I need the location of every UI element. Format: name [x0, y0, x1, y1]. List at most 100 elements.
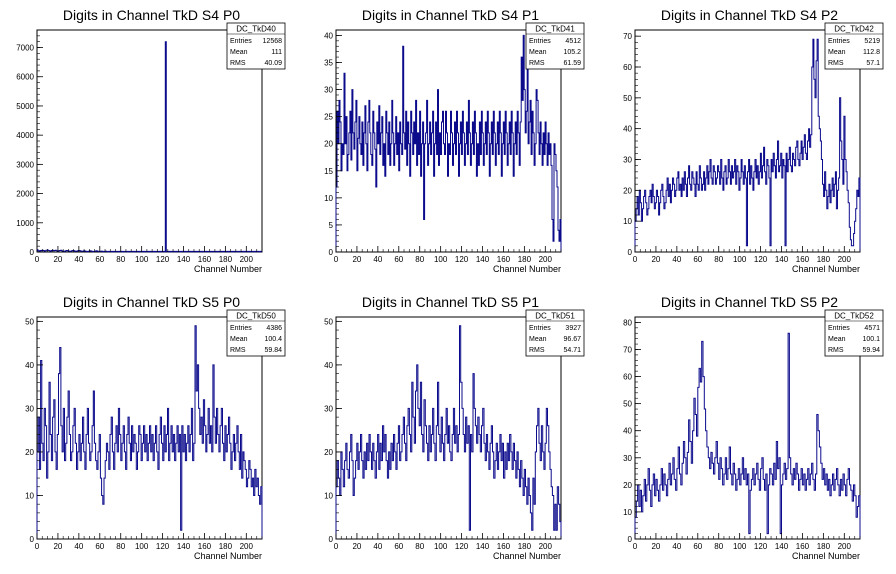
y-tick-label: 40	[25, 361, 34, 370]
histogram-pad-5: Digits in Channel TkD S5 P1 0 20 40 60 80 100 1…	[299, 287, 597, 574]
histogram-title: Digits in Channel TkD S4 P1	[362, 7, 539, 23]
x-tick-label: 160	[497, 542, 511, 551]
y-tick-label: 60	[623, 373, 632, 382]
histogram-title: Digits in Channel TkD S5 P0	[63, 294, 240, 310]
stats-label-rms: RMS	[529, 347, 545, 354]
x-tick-label: 140	[177, 255, 191, 264]
y-tick-label: 40	[324, 31, 333, 40]
histogram-svg: Digits in Channel TkD S5 P2 0 20 40 60 80 100 1…	[623, 294, 884, 561]
stats-label-rms: RMS	[828, 60, 844, 67]
y-tick-label: 20	[324, 140, 333, 149]
x-tick-label: 0	[334, 255, 339, 264]
stats-value-rms: 57.1	[866, 60, 880, 67]
y-tick-label: 20	[623, 481, 632, 490]
x-tick-label: 160	[198, 542, 212, 551]
x-tick-label: 40	[672, 255, 681, 264]
histogram-pad-3: Digits in Channel TkD S4 P2 0 20 40 60 80 100 1…	[598, 0, 896, 287]
y-tick-label: 80	[623, 318, 632, 327]
plot-frame	[36, 316, 263, 540]
x-tick-label: 200	[240, 255, 254, 264]
histogram-svg: Digits in Channel TkD S5 P10 20 40 60 80 100 1…	[324, 294, 585, 561]
y-tick-label: 50	[324, 317, 333, 326]
plot-frame	[634, 316, 861, 540]
y-tick-label: 40	[324, 361, 333, 370]
histogram-pad-1: Digits in Channel TkD S4 P0 0 20 40 60 80 100 1…	[0, 0, 298, 287]
stats-label-entries: Entries	[230, 38, 252, 45]
x-tick-label: 120	[156, 542, 170, 551]
y-tick-label: 35	[324, 58, 333, 67]
x-tick-label: 80	[415, 542, 424, 551]
y-tick-label: 5	[329, 221, 334, 230]
y-tick-label: 0	[329, 535, 334, 544]
stats-label-entries: Entries	[828, 38, 850, 45]
x-tick-label: 60	[394, 255, 403, 264]
y-tick-label: 3000	[16, 160, 34, 169]
histogram-title: Digits in Channel TkD S5 P2	[661, 294, 838, 310]
x-axis-label: Channel Number	[194, 264, 262, 274]
x-tick-label: 140	[775, 542, 789, 551]
x-tick-label: 120	[455, 542, 469, 551]
y-tick-label: 0	[628, 535, 633, 544]
histogram-line	[335, 325, 562, 539]
x-tick-label: 40	[74, 255, 83, 264]
stats-value-entries: 12568	[263, 38, 283, 45]
x-tick-label: 200	[240, 542, 254, 551]
x-tick-label: 160	[497, 255, 511, 264]
x-tick-label: 0	[334, 542, 339, 551]
histogram-svg: Digits in Channel TkD S4 P0 0 20 40 60 80 100 1…	[16, 7, 286, 274]
stats-name: DC_TkD52	[834, 312, 874, 321]
stats-label-mean: Mean	[529, 49, 547, 56]
y-tick-label: 5000	[16, 102, 34, 111]
x-tick-label: 200	[838, 542, 852, 551]
y-tick-label: 2000	[16, 190, 34, 199]
x-tick-label: 100	[733, 542, 747, 551]
x-axis-label: Channel Number	[493, 551, 561, 561]
y-tick-label: 40	[623, 427, 632, 436]
stats-label-mean: Mean	[230, 49, 248, 56]
y-tick-label: 30	[25, 404, 34, 413]
stats-value-entries: 4512	[565, 38, 581, 45]
histogram-line	[335, 34, 562, 252]
stats-value-entries: 4571	[864, 325, 880, 332]
x-tick-label: 60	[693, 542, 702, 551]
stats-label-mean: Mean	[828, 336, 846, 343]
y-tick-label: 10	[25, 491, 34, 500]
x-tick-label: 60	[95, 255, 104, 264]
x-tick-label: 180	[518, 542, 532, 551]
x-tick-label: 20	[352, 542, 361, 551]
y-tick-label: 30	[623, 156, 632, 165]
x-tick-label: 140	[476, 255, 490, 264]
stats-value-rms: 59.94	[862, 347, 880, 354]
x-tick-label: 180	[518, 255, 532, 264]
y-tick-label: 7000	[16, 44, 34, 53]
stats-value-rms: 59.84	[264, 347, 282, 354]
stats-name: DC_TkD41	[535, 25, 575, 34]
stats-value-mean: 105.2	[563, 49, 581, 56]
plot-frame	[335, 29, 562, 253]
stats-box	[824, 22, 884, 70]
stats-value-rms: 61.59	[563, 60, 581, 67]
stats-label-entries: Entries	[230, 325, 252, 332]
y-tick-label: 30	[324, 404, 333, 413]
stats-label-rms: RMS	[529, 60, 545, 67]
x-tick-label: 120	[754, 255, 768, 264]
stats-name: DC_TkD40	[236, 25, 276, 34]
x-tick-label: 100	[434, 542, 448, 551]
histogram-line	[634, 332, 861, 539]
histogram-title: Digits in Channel TkD S5 P1	[362, 294, 539, 310]
histogram-pad-2: Digits in Channel TkD S4 P1 0 20 40 60 80 100 1…	[299, 0, 597, 287]
stats-value-mean: 100.4	[264, 336, 282, 343]
x-tick-label: 200	[539, 542, 553, 551]
x-tick-label: 120	[156, 255, 170, 264]
histogram-pad-6: Digits in Channel TkD S5 P2 0 20 40 60 80 100 1…	[598, 287, 896, 574]
y-tick-label: 50	[25, 317, 34, 326]
y-tick-label: 30	[324, 86, 333, 95]
x-tick-label: 160	[796, 542, 810, 551]
stats-value-rms: 40.09	[264, 60, 282, 67]
y-tick-label: 10	[623, 217, 632, 226]
histogram-svg: Digits in Channel TkD S4 P20 20 40 60 80 100 1…	[623, 7, 884, 274]
y-tick-label: 20	[25, 448, 34, 457]
stats-box	[226, 309, 286, 357]
stats-value-entries: 3927	[565, 325, 581, 332]
x-tick-label: 160	[796, 255, 810, 264]
